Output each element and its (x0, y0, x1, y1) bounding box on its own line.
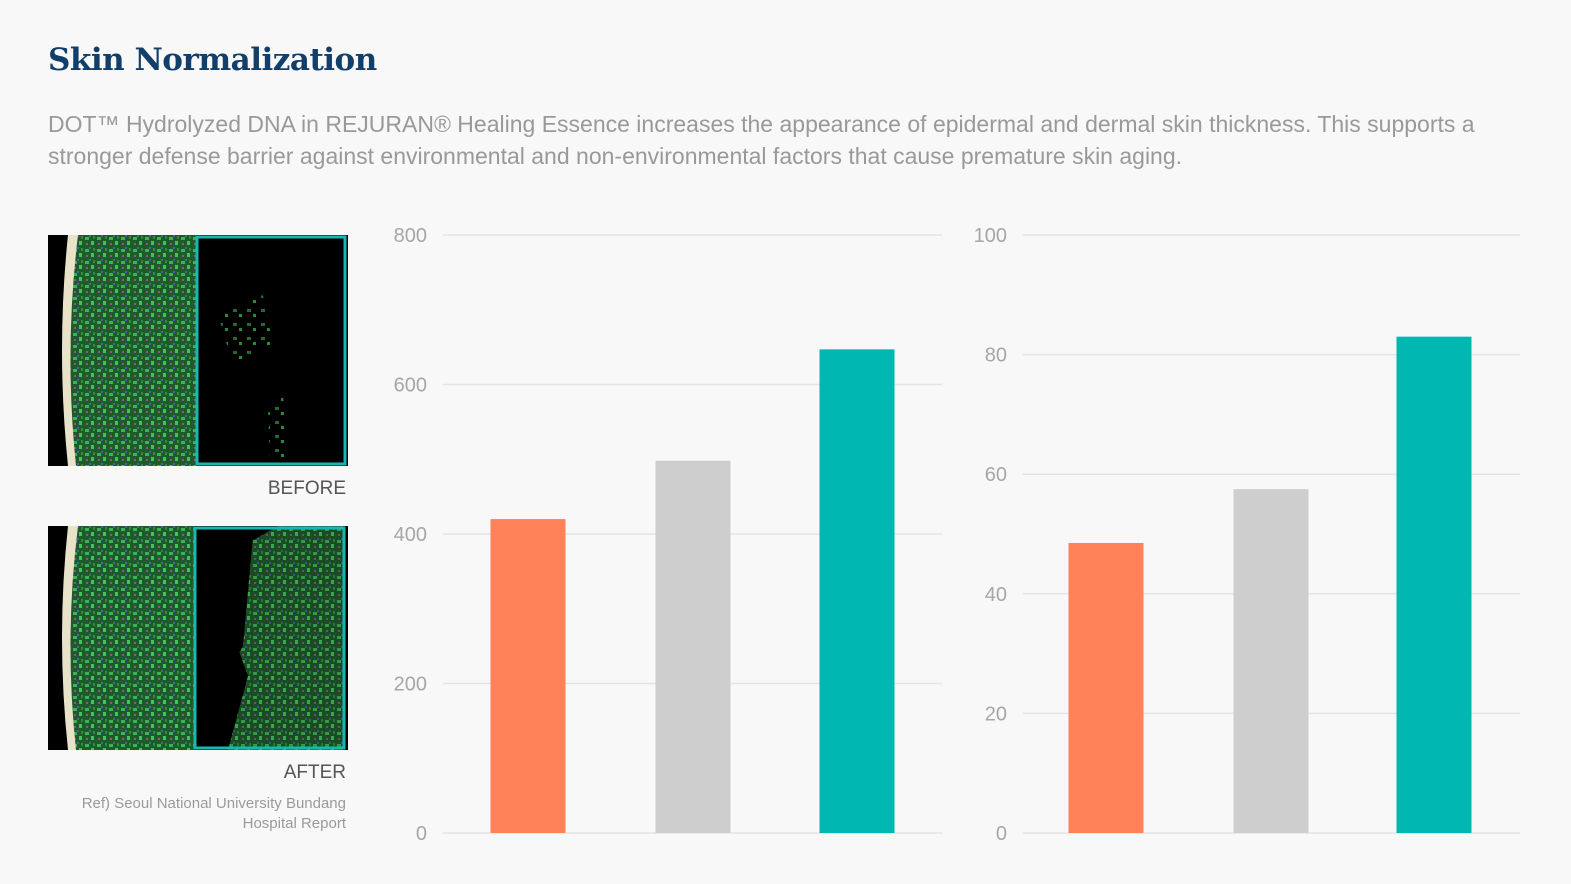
chart-2-bar-3 (1396, 336, 1472, 833)
chart-1-bar-3 (819, 349, 895, 833)
before-skin-scan-image (48, 235, 348, 466)
before-label: BEFORE (267, 478, 346, 499)
after-label: AFTER (283, 762, 346, 783)
chart-2-svg: 0 20 40 60 80 100 (974, 225, 1520, 845)
chart-2-y-tick-label: 20 (985, 703, 1007, 725)
chart-1-y-tick-label: 200 (394, 674, 427, 696)
chart-1-y-tick-label: 600 (394, 375, 427, 397)
chart-2-y-tick-label: 40 (985, 584, 1007, 606)
chart-2-y-tick-label: 60 (985, 464, 1007, 486)
chart-2: 0 20 40 60 80 100 (960, 220, 1525, 850)
reference-note: Ref) Seoul National University Bundang H… (81, 795, 346, 832)
chart-1-bar-2 (655, 460, 731, 833)
chart-2-y-tick-label: 0 (996, 823, 1007, 845)
chart-1-y-tick-label: 0 (416, 823, 427, 845)
page-description: DOT™ Hydrolyzed DNA in REJURAN® Healing … (48, 111, 1475, 169)
chart-1: 0 200 400 600 800 (380, 220, 945, 850)
after-skin-scan-image (48, 526, 348, 750)
chart-1-bar-1 (490, 519, 566, 833)
page-title: Skin Normalization (48, 42, 377, 78)
chart-1-y-tick-label: 400 (394, 524, 427, 546)
chart-1-y-tick-label: 800 (394, 225, 427, 247)
chart-2-y-tick-label: 100 (974, 225, 1007, 247)
chart-2-bar-2 (1233, 489, 1309, 833)
chart-1-svg: 0 200 400 600 800 (394, 225, 942, 845)
chart-2-bar-1 (1068, 542, 1144, 833)
chart-2-y-tick-label: 80 (985, 345, 1007, 367)
